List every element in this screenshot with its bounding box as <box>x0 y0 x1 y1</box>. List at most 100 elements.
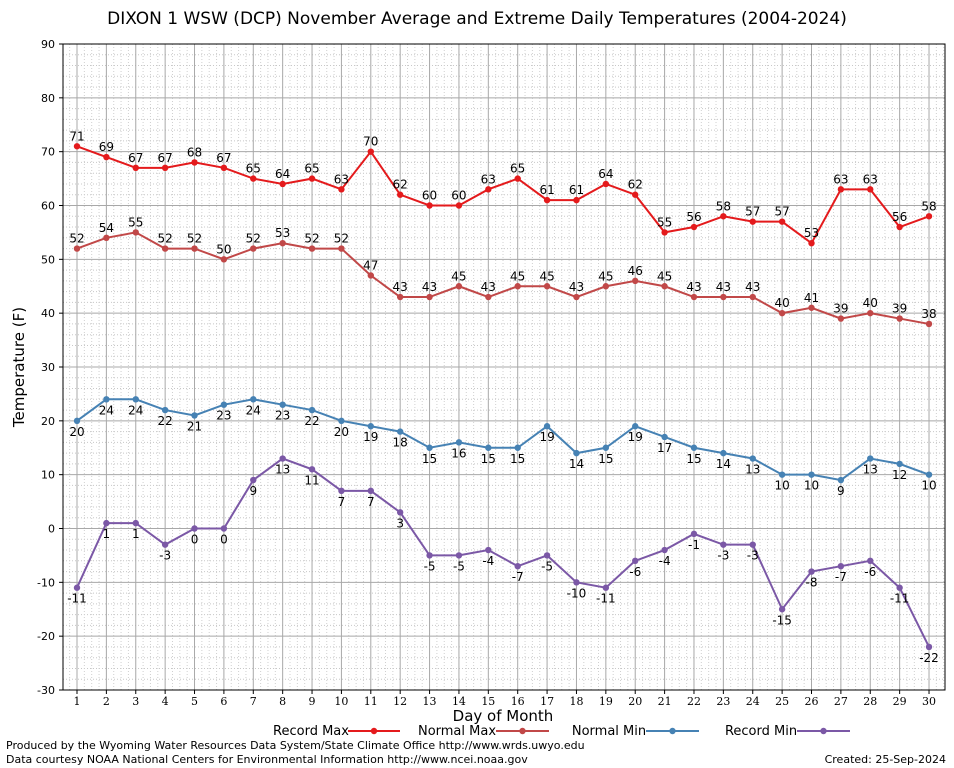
record-max-data-label: 62 <box>393 178 408 192</box>
record-min-data-label: -11 <box>890 592 910 606</box>
normal-max-point <box>367 272 374 279</box>
record-min-data-label: 1 <box>132 527 140 541</box>
record-max-data-label: 67 <box>157 151 172 165</box>
record-max-point <box>573 196 580 204</box>
record-max-data-label: 58 <box>716 199 731 213</box>
record-max-point <box>720 213 727 220</box>
record-min-data-label: -5 <box>453 559 465 573</box>
record-min-point <box>778 606 786 613</box>
y-axis-label: Temperature (F) <box>10 307 28 428</box>
normal-min-point <box>896 460 903 468</box>
x-tick-label: 5 <box>191 695 198 708</box>
x-tick-label: 11 <box>364 695 378 708</box>
x-tick-label: 18 <box>569 695 583 708</box>
record-max-point <box>867 186 874 193</box>
y-tick-label: 40 <box>41 307 55 320</box>
normal-min-point <box>250 396 257 403</box>
normal-min-data-label: 19 <box>628 430 643 444</box>
x-tick-label: 26 <box>805 695 819 708</box>
normal-min-data-label: 23 <box>275 409 290 423</box>
legend-label-record-max: Record Max <box>273 724 349 739</box>
chart-title: DIXON 1 WSW (DCP) November Average and E… <box>107 9 847 29</box>
record-min-point <box>720 541 727 548</box>
normal-min-data-label: 15 <box>598 452 613 466</box>
normal-min-point <box>161 406 169 414</box>
record-max-data-label: 63 <box>833 172 848 186</box>
record-min-point <box>632 557 639 564</box>
x-tick-label: 6 <box>220 695 227 708</box>
record-min-data-label: -8 <box>806 576 818 590</box>
record-min-data-label: -5 <box>424 559 436 573</box>
legend-marker-normal-min <box>669 727 676 735</box>
record-min-data-label: -3 <box>747 549 759 563</box>
record-max-line <box>76 145 930 245</box>
y-tick-label: 0 <box>48 523 55 536</box>
x-tick-label: 24 <box>746 695 760 708</box>
legend-marker-record-min <box>820 727 827 735</box>
y-axis-ticks: -30 -20 -10 0 10 20 30 40 50 60 70 80 90 <box>37 38 63 697</box>
x-tick-label: 28 <box>863 695 877 708</box>
record-max-data-label: 63 <box>334 172 349 186</box>
normal-max-data-label: 43 <box>745 280 760 294</box>
y-tick-label: -10 <box>37 576 55 589</box>
x-tick-label: 4 <box>162 695 169 708</box>
x-tick-label: 14 <box>452 695 466 708</box>
normal-min-data-label: 19 <box>539 430 554 444</box>
normal-max-data-label: 45 <box>657 269 672 283</box>
footer-produced-by: Produced by the Wyoming Water Resources … <box>6 739 585 752</box>
normal-max-data-label: 45 <box>539 269 554 283</box>
normal-min-point <box>308 406 316 414</box>
normal-max-point <box>191 245 198 252</box>
legend-label-normal-min: Normal Min <box>572 724 646 739</box>
normal-max-point <box>896 315 903 322</box>
record-min-line <box>76 457 930 648</box>
normal-max-data-label: 40 <box>863 296 878 310</box>
x-tick-label: 20 <box>628 695 642 708</box>
normal-max-data-label: 55 <box>128 215 143 229</box>
record-min-data-label: -3 <box>159 549 171 563</box>
normal-max-data-label: 54 <box>99 221 114 235</box>
normal-min-point <box>808 471 815 478</box>
record-max-point <box>103 153 110 161</box>
normal-min-point <box>543 423 551 430</box>
normal-min-data-label: 9 <box>837 484 845 498</box>
footer-data-courtesy: Data courtesy NOAA National Centers for … <box>6 753 528 766</box>
normal-max-point <box>132 229 139 236</box>
record-min-data-label: -15 <box>772 613 792 627</box>
normal-max-point <box>455 283 463 290</box>
normal-max-data-label: 39 <box>892 302 907 316</box>
record-max-point <box>367 148 374 155</box>
x-tick-label: 10 <box>334 695 348 708</box>
normal-max-data-label: 43 <box>481 280 496 294</box>
normal-max-data-label: 52 <box>246 232 261 246</box>
record-min-data-label: -11 <box>67 592 87 606</box>
legend: Record Max Normal Max Normal Min Record Min <box>273 724 850 739</box>
normal-max-point <box>73 245 81 252</box>
x-tick-label: 27 <box>834 695 848 708</box>
normal-min-data-label: 21 <box>187 419 202 433</box>
record-min-point <box>396 509 404 516</box>
normal-min-point <box>279 401 286 408</box>
record-min-point <box>308 466 316 473</box>
record-min-data-label: 13 <box>275 463 290 477</box>
normal-max-data-label: 50 <box>216 242 231 256</box>
normal-max-data-label: 43 <box>393 280 408 294</box>
record-min-point <box>161 541 169 548</box>
record-max-point <box>837 186 845 193</box>
record-max-data-label: 64 <box>598 167 613 181</box>
normal-max-point <box>514 283 521 290</box>
record-max-point <box>426 202 433 209</box>
x-tick-label: 7 <box>250 695 257 708</box>
y-tick-label: 80 <box>41 92 55 105</box>
normal-max-point <box>632 277 639 285</box>
record-max-data-label: 69 <box>99 140 114 154</box>
record-min-data-label: 0 <box>220 533 228 547</box>
record-min-point <box>220 525 228 532</box>
legend-marker-record-max <box>370 727 378 735</box>
record-max-data-label: 63 <box>863 172 878 186</box>
record-min-point <box>925 643 933 651</box>
footer-created: Created: 25-Sep-2024 <box>824 753 946 766</box>
normal-min-point <box>367 423 374 430</box>
y-tick-label: 50 <box>41 253 55 266</box>
record-min-data-label: -6 <box>629 565 641 579</box>
